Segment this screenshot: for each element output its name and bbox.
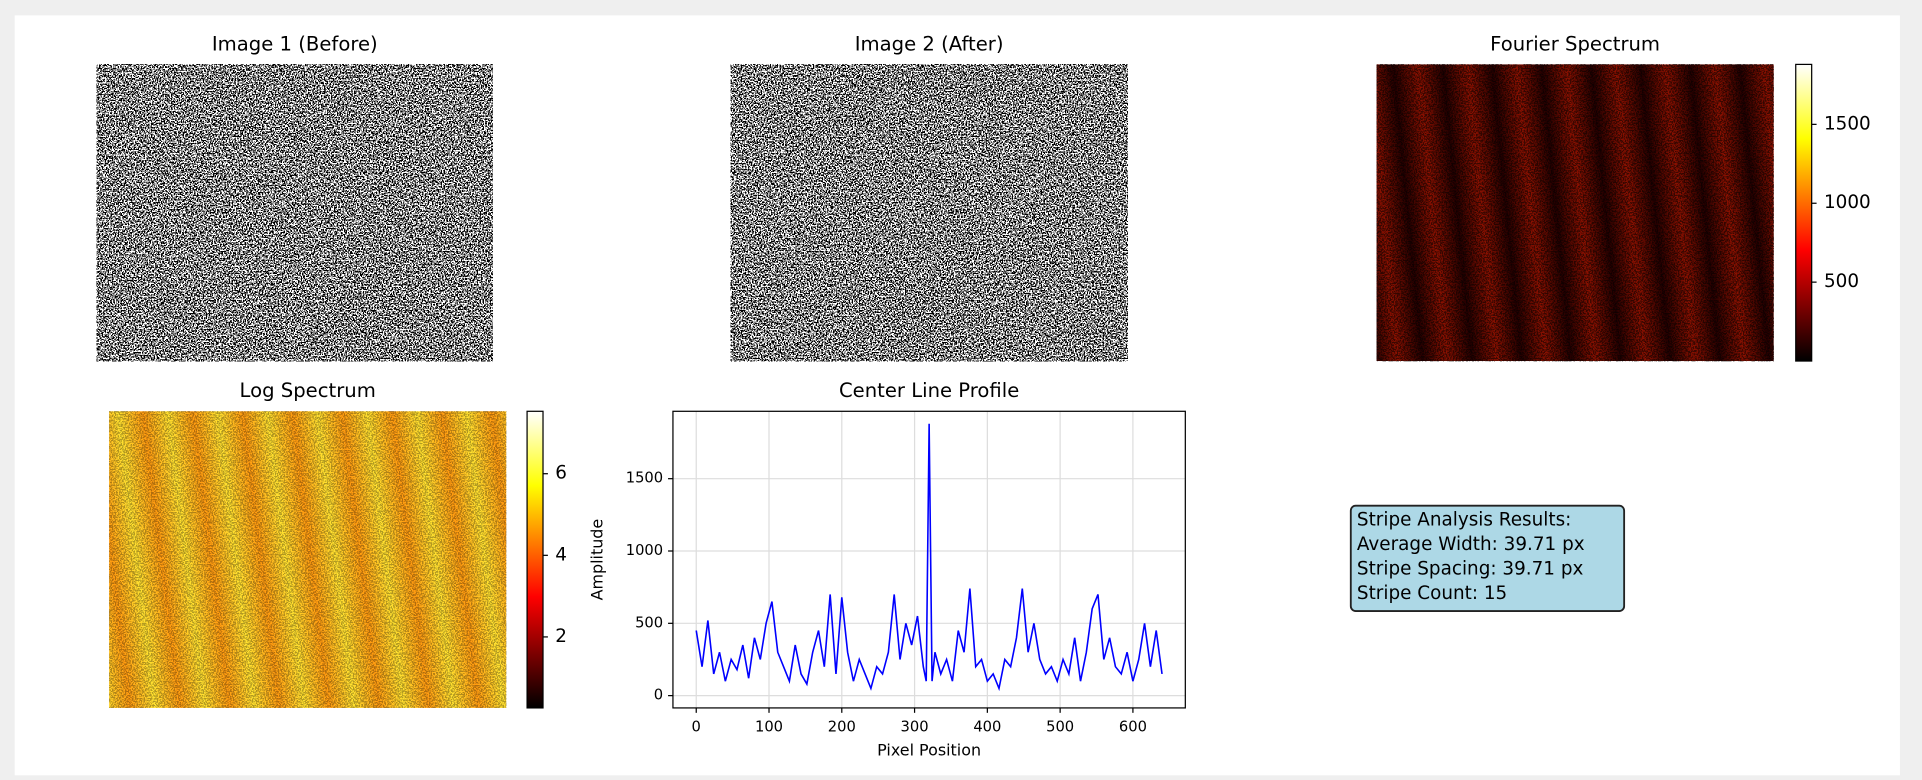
panel-title: Image 2 (After) — [855, 32, 1004, 55]
info-box-frame — [1349, 504, 1626, 613]
y-axis-label: Amplitude — [588, 519, 607, 601]
image-noise — [730, 64, 1128, 362]
info-line: Stripe Analysis Results: — [1357, 509, 1571, 530]
y-tick-label: 1000 — [626, 542, 663, 559]
colorbar-tick-label: 1000 — [1824, 192, 1871, 213]
info-line: Stripe Spacing: 39.71 px — [1357, 558, 1584, 579]
colorbar-tick-label: 2 — [555, 626, 567, 647]
panel-title: Fourier Spectrum — [1490, 32, 1660, 55]
x-tick-label: 500 — [1046, 719, 1074, 736]
y-tick-label: 0 — [654, 687, 663, 704]
info-line: Stripe Count: 15 — [1357, 583, 1507, 604]
colorbar-tick-label: 500 — [1824, 271, 1859, 292]
image-noise — [109, 411, 507, 708]
image-noise — [96, 64, 493, 362]
y-tick-label: 1500 — [626, 470, 663, 487]
x-tick-label: 200 — [828, 719, 856, 736]
x-tick-label: 600 — [1119, 719, 1147, 736]
info-box: Stripe Analysis Results: Average Width: … — [1349, 504, 1626, 613]
info-line: Average Width: 39.71 px — [1357, 534, 1585, 555]
x-tick-label: 100 — [755, 719, 783, 736]
colorbar-tick-label: 1500 — [1824, 113, 1871, 134]
x-tick-label: 400 — [973, 719, 1001, 736]
x-tick-label: 0 — [692, 719, 701, 736]
panel-title: Image 1 (Before) — [212, 32, 378, 55]
image-noise — [1376, 64, 1774, 362]
colorbar-tick-label: 6 — [555, 463, 567, 484]
colorbar — [526, 410, 544, 709]
colorbar — [1795, 63, 1813, 362]
panel-title: Center Line Profile — [839, 379, 1019, 402]
panel-title: Log Spectrum — [240, 379, 376, 402]
y-tick-label: 500 — [635, 614, 663, 631]
x-axis-label: Pixel Position — [877, 740, 981, 759]
x-tick-label: 300 — [901, 719, 929, 736]
colorbar-tick-label: 4 — [555, 544, 567, 565]
axes-frame — [672, 410, 1186, 709]
profile-line — [695, 423, 1163, 692]
